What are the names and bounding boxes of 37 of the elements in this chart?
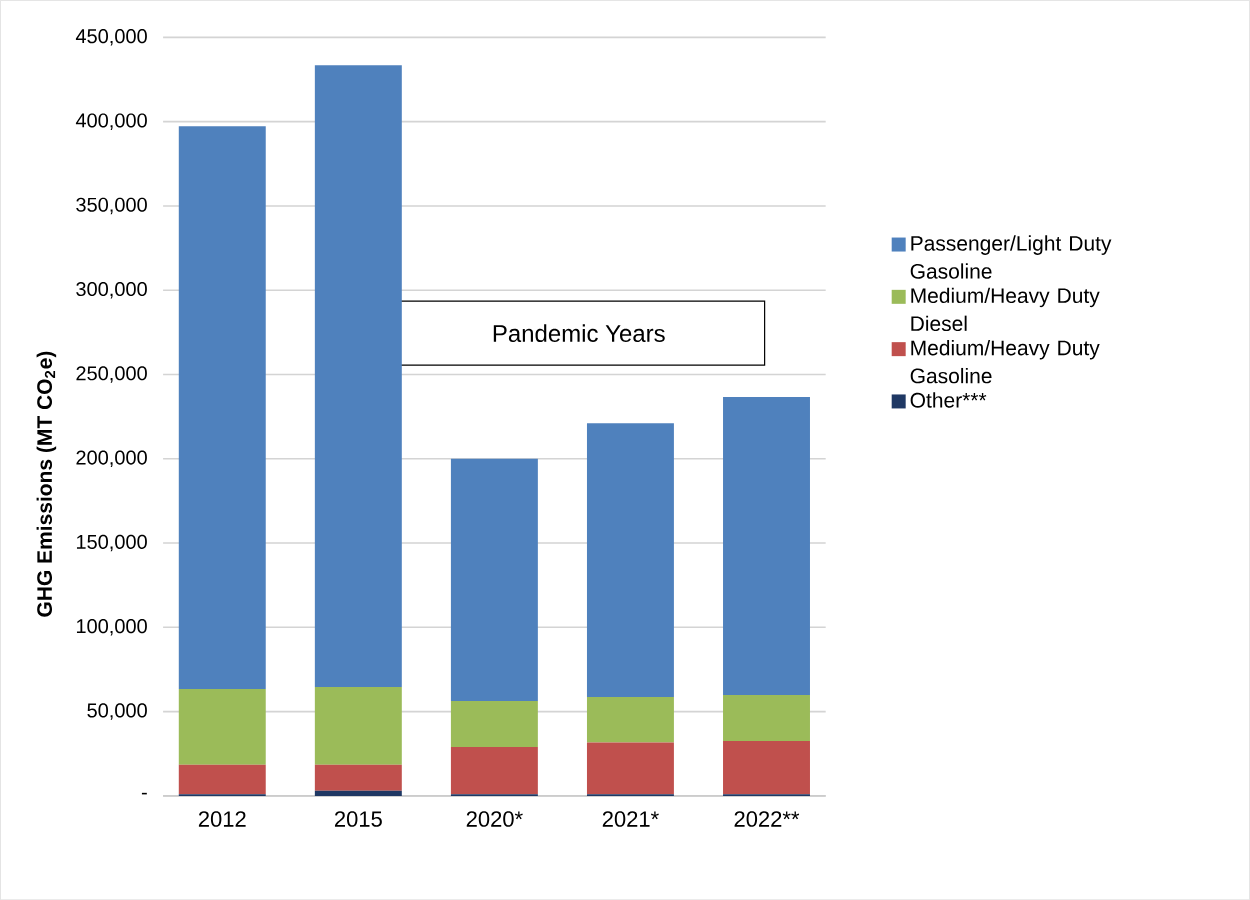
bar — [178, 126, 266, 689]
legend-label: Medium/Heavy Duty Diesel — [911, 287, 1100, 331]
y-tick-label: 300,000 — [76, 281, 147, 299]
y-tick-label: 50,000 — [87, 703, 147, 720]
legend-label: Medium/Heavy Duty Gasoline — [910, 339, 1100, 384]
y-tick-label: 150,000 — [76, 534, 147, 552]
y-tick-label: - — [141, 792, 147, 795]
bar — [450, 458, 538, 701]
legend-label: Passenger/Light Duty Gasoline — [910, 235, 1112, 279]
bar — [314, 65, 402, 687]
bar — [314, 790, 402, 796]
bar — [586, 423, 674, 697]
bar — [314, 764, 402, 791]
y-tick-label: 350,000 — [76, 197, 147, 215]
x-tick-label: 2021* — [602, 811, 659, 827]
legend-label: Other*** — [910, 392, 987, 408]
y-tick-label: 250,000 — [76, 366, 147, 383]
x-tick-label: 2015 — [334, 811, 382, 827]
bar — [450, 746, 538, 795]
bar — [178, 688, 266, 765]
bar — [586, 696, 674, 743]
bar — [314, 686, 402, 765]
x-tick-label: 2020* — [466, 811, 523, 827]
y-tick-label: 100,000 — [76, 618, 147, 636]
x-tick-label: 2012 — [198, 811, 246, 827]
y-tick-label: 200,000 — [76, 450, 147, 467]
text: GHG Emissions (MT CO$_{2}$e) — [36, 351, 57, 617]
bar — [723, 740, 810, 795]
annotation: Pandemic Years — [493, 324, 665, 342]
bar — [723, 694, 810, 741]
y-tick-label: 450,000 — [75, 28, 147, 46]
bar — [586, 742, 674, 795]
x-tick-label: 2022** — [734, 811, 800, 827]
bar — [450, 700, 538, 747]
y-tick-label: 400,000 — [75, 113, 147, 130]
bar — [723, 396, 810, 695]
bar — [178, 764, 266, 795]
